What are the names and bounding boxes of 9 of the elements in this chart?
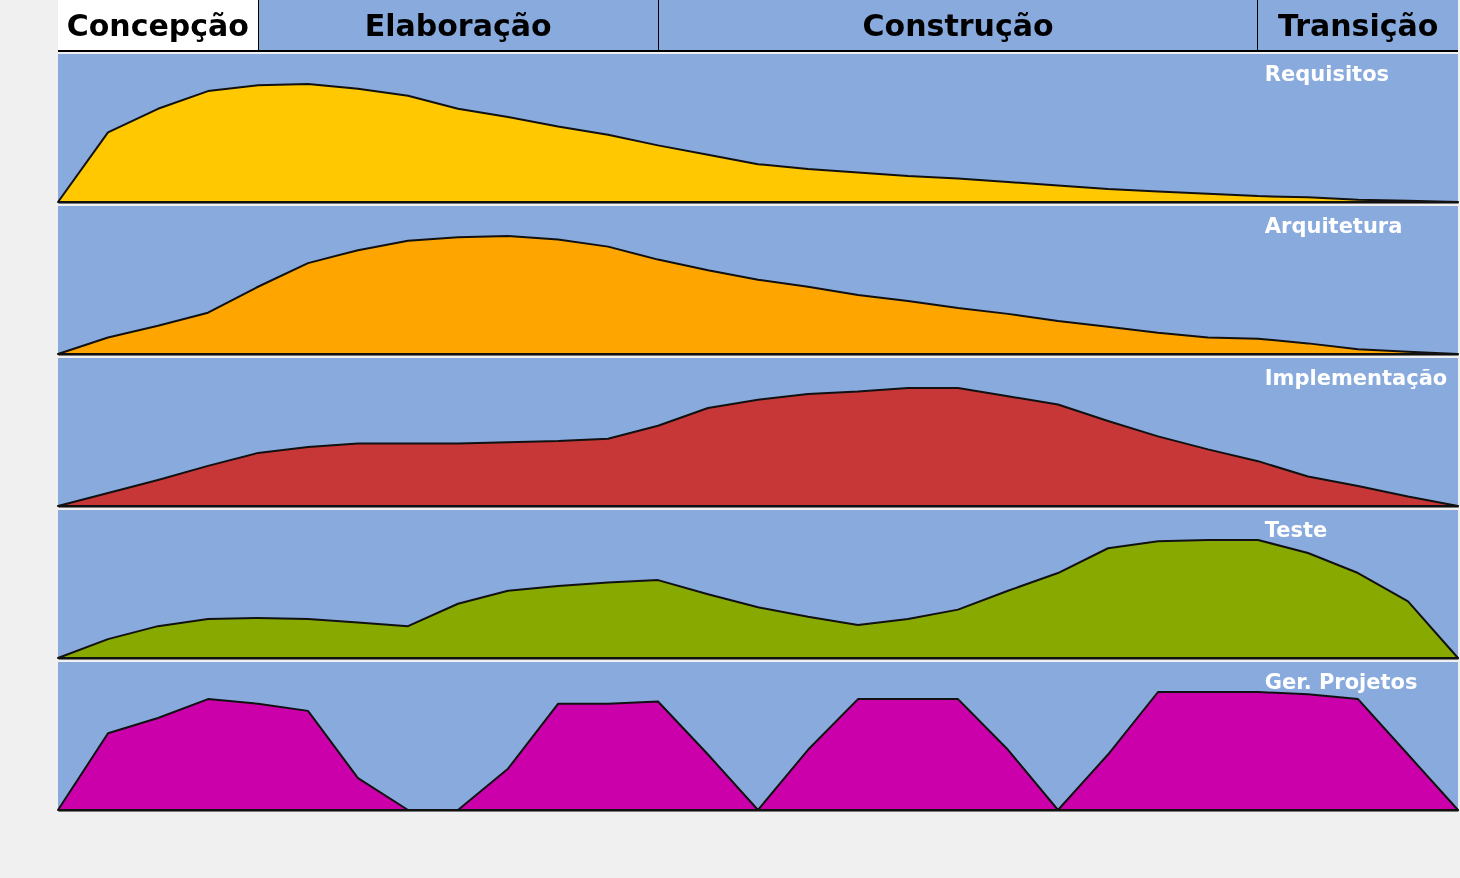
- text: Construção: [657, 0, 1258, 50]
- text: Elaboração: [257, 0, 658, 50]
- series-label: Teste: [1264, 518, 1328, 542]
- text: Transição: [1257, 0, 1459, 50]
- series-label: Ger. Projetos: [1264, 670, 1418, 694]
- text: Requisitos: [1264, 62, 1390, 86]
- text: Concepção: [58, 0, 258, 50]
- text: Implementação: [1264, 366, 1448, 390]
- text: Arquitetura: [1264, 214, 1403, 238]
